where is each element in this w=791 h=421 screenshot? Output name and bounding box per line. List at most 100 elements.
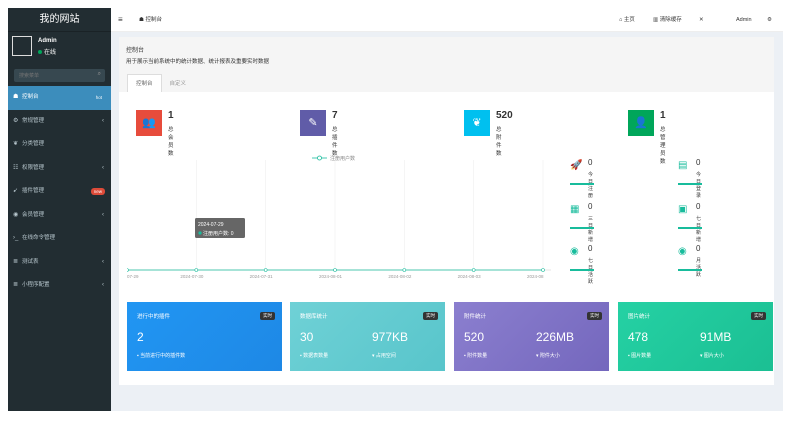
sidebar-item-1[interactable]: ⚙ 常规管理 ‹ — [8, 110, 111, 134]
stat-label: 总会员数 — [168, 127, 174, 157]
clear-cache-label: 清除缓存 — [659, 17, 682, 23]
clear-cache-button[interactable]: ▥ 清除缓存 — [653, 8, 682, 32]
sidebar-item-5[interactable]: ◉ 会员管理 ‹ — [8, 204, 111, 228]
register-chart[interactable]: 注册用户数 07-29 2024-07-30 2024-07-31 2024-08-01… — [127, 150, 559, 288]
leaf-icon: ❦ — [13, 141, 19, 147]
user-status: 在线 — [38, 47, 56, 56]
data-point — [194, 268, 199, 272]
box-left-sub: ▪ 附件数量 — [464, 352, 487, 359]
filter-icon: ▾ — [372, 353, 376, 359]
top-user-name[interactable]: Admin — [736, 17, 752, 23]
user-panel: Admin 在线 — [8, 32, 111, 64]
dashboard-icon: ☗ — [13, 94, 19, 100]
menu-toggle-icon[interactable]: ≡ — [118, 15, 123, 24]
magic-icon: ✎ — [300, 110, 326, 136]
tab-custom[interactable]: 自定义 — [169, 81, 187, 87]
mini-stat-value: 0 — [696, 202, 701, 211]
box-left-sub-label: 图片数量 — [631, 353, 652, 359]
sidebar-item-label: 常规管理 — [22, 117, 45, 124]
tab-dashboard[interactable]: ☗ 控制台 — [139, 8, 162, 32]
group-icon: ☷ — [13, 164, 19, 171]
legend-label: 注册用户数 — [330, 155, 355, 162]
home-link[interactable]: ⌂ 主页 — [619, 8, 635, 32]
mini-stat-value: 0 — [588, 244, 593, 253]
sidebar-item-0[interactable]: ☗ 控制台 hot — [8, 86, 111, 110]
mini-stat-bar — [570, 183, 594, 185]
box-title: 数据库统计 — [300, 314, 328, 320]
box-left-sub-label: 附件数量 — [467, 353, 488, 359]
settings-icon[interactable]: ⚙ — [767, 17, 772, 23]
x-tick-label: 2024-08 — [527, 274, 544, 279]
sidebar-item-2[interactable]: ❦ 分类管理 — [8, 133, 111, 157]
panel-title: 控制台 — [126, 48, 145, 54]
tooltip-date: 2024-07-29 — [198, 222, 224, 228]
sidebar-item-label: 分类管理 — [22, 141, 45, 147]
mini-stat-value: 0 — [696, 158, 701, 167]
mini-stat-label: 七日活跃 — [588, 258, 594, 285]
chevron-left-icon: ‹ — [102, 164, 104, 171]
box-right-value: 977KB — [372, 330, 409, 344]
fullscreen-icon[interactable]: ✕ — [699, 17, 704, 23]
tab-dashboard-panel[interactable]: 控制台 — [127, 74, 162, 92]
home-icon: ⌂ — [619, 17, 624, 23]
sidebar-item-3[interactable]: ☷ 权限管理 ‹ — [8, 157, 111, 181]
mini-stat-label: 今日登录 — [696, 172, 702, 199]
list-icon: ≣ — [13, 258, 19, 265]
chevron-left-icon: ‹ — [102, 282, 104, 288]
x-tick-label: 2024-07-31 — [250, 274, 274, 279]
sidebar-item-label: 权限管理 — [22, 164, 45, 171]
users-icon: 👥 — [136, 110, 162, 136]
x-tick-label: 2024-08-02 — [388, 274, 412, 279]
id-card-icon: ▤ — [678, 160, 688, 171]
mini-stat-bar — [678, 227, 702, 229]
user-icon: 👤 — [628, 110, 654, 136]
mini-stat-label: 月活跃 — [696, 258, 702, 278]
box-left-value: 520 — [464, 330, 485, 344]
sidebar-item-6[interactable]: ›_ 在线命令管理 — [8, 227, 111, 251]
sidebar-item-7[interactable]: ≣ 测试表 ‹ — [8, 251, 111, 275]
topbar: ≡ ☗ 控制台 ⌂ 主页 ▥ 清除缓存 ✕ Admin ⚙ — [111, 8, 783, 32]
data-point — [333, 268, 337, 272]
menu-badge: new — [90, 188, 105, 195]
stat-label: 总附件数 — [496, 127, 502, 157]
panel-tabs: 控制台 自定义 — [127, 74, 194, 92]
data-point — [263, 268, 268, 272]
mini-stat-label: 今日注册 — [588, 172, 594, 199]
data-point — [471, 268, 476, 272]
search-icon[interactable]: ⌕ — [97, 71, 101, 77]
trash-icon: ▥ — [653, 17, 660, 23]
sidebar-item-label: 插件管理 — [22, 188, 45, 194]
stat-value: 520 — [496, 110, 513, 121]
box-left-sub: ▪ 图片数量 — [628, 352, 651, 359]
legend-marker — [317, 155, 322, 161]
content-area: 控制台 用于展示当前系统中的统计数据、统计报表及重要实时数据 控制台 自定义 👥 1… — [111, 32, 783, 411]
rocket-icon: ➹ — [13, 188, 19, 194]
mini-stat-label: 三日新增 — [588, 216, 594, 243]
mini-stat-value: 0 — [696, 244, 701, 253]
tooltip-dot-icon — [198, 231, 202, 235]
box-right-sub: ▾ 附件大小 — [536, 352, 560, 359]
sidebar-search: ⌕ — [14, 69, 105, 82]
sidebar-item-4[interactable]: ➹ 插件管理 new — [8, 180, 111, 204]
gears-icon: ⚙ — [13, 117, 19, 124]
online-dot-icon — [38, 50, 42, 54]
mini-stat-bar — [678, 269, 702, 271]
panel-header: 控制台 用于展示当前系统中的统计数据、统计报表及重要实时数据 控制台 自定义 — [119, 37, 774, 92]
filter-icon: ▾ — [700, 353, 704, 359]
sidebar-item-8[interactable]: ≣ 小程序配置 ‹ — [8, 274, 111, 298]
chevron-left-icon: ‹ — [102, 258, 104, 265]
panel-description: 用于展示当前系统中的统计数据、统计报表及重要实时数据 — [126, 59, 270, 65]
menu-badge: hot — [92, 94, 105, 101]
calendar-plus-icon: ▣ — [678, 204, 688, 215]
stat-sub-icon: ▪ — [137, 353, 141, 359]
data-point — [402, 268, 407, 272]
x-tick-label: 07-29 — [127, 274, 139, 279]
search-input[interactable] — [14, 69, 94, 82]
calendar-icon: ▦ — [570, 204, 580, 215]
data-point — [541, 268, 545, 272]
avatar[interactable] — [12, 36, 32, 56]
realtime-badge: 实时 — [587, 312, 602, 320]
box-title: 进行中的插件 — [137, 314, 171, 320]
site-logo[interactable]: 我的网站 — [8, 8, 111, 32]
list-icon: ≣ — [13, 282, 19, 288]
